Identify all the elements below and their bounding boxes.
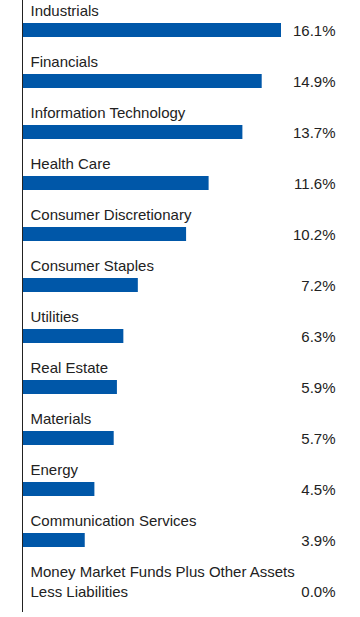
svg-text:Financials: Financials [31, 53, 99, 70]
svg-text:Communication Services: Communication Services [31, 512, 197, 529]
svg-text:5.7%: 5.7% [301, 430, 335, 447]
svg-text:Health Care: Health Care [31, 155, 111, 172]
svg-text:Consumer Staples: Consumer Staples [31, 257, 154, 274]
svg-text:0.0%: 0.0% [301, 583, 335, 600]
svg-text:5.9%: 5.9% [301, 379, 335, 396]
svg-text:Real Estate: Real Estate [31, 359, 109, 376]
svg-text:Industrials: Industrials [31, 2, 99, 19]
svg-text:Consumer Discretionary: Consumer Discretionary [31, 206, 192, 223]
svg-text:Money Market Funds Plus Other: Money Market Funds Plus Other AssetsLess… [31, 563, 295, 600]
svg-text:Utilities: Utilities [31, 308, 79, 325]
svg-text:16.1%: 16.1% [293, 22, 336, 39]
svg-text:11.6%: 11.6% [294, 175, 335, 192]
svg-text:3.9%: 3.9% [301, 532, 335, 549]
svg-text:Energy: Energy [31, 461, 79, 478]
svg-text:Materials: Materials [31, 410, 92, 427]
svg-text:Information Technology: Information Technology [31, 104, 186, 121]
svg-text:4.5%: 4.5% [301, 481, 335, 498]
svg-text:10.2%: 10.2% [293, 226, 336, 243]
svg-text:6.3%: 6.3% [301, 328, 335, 345]
svg-text:13.7%: 13.7% [293, 124, 336, 141]
svg-text:7.2%: 7.2% [301, 277, 335, 294]
svg-text:14.9%: 14.9% [293, 73, 336, 90]
